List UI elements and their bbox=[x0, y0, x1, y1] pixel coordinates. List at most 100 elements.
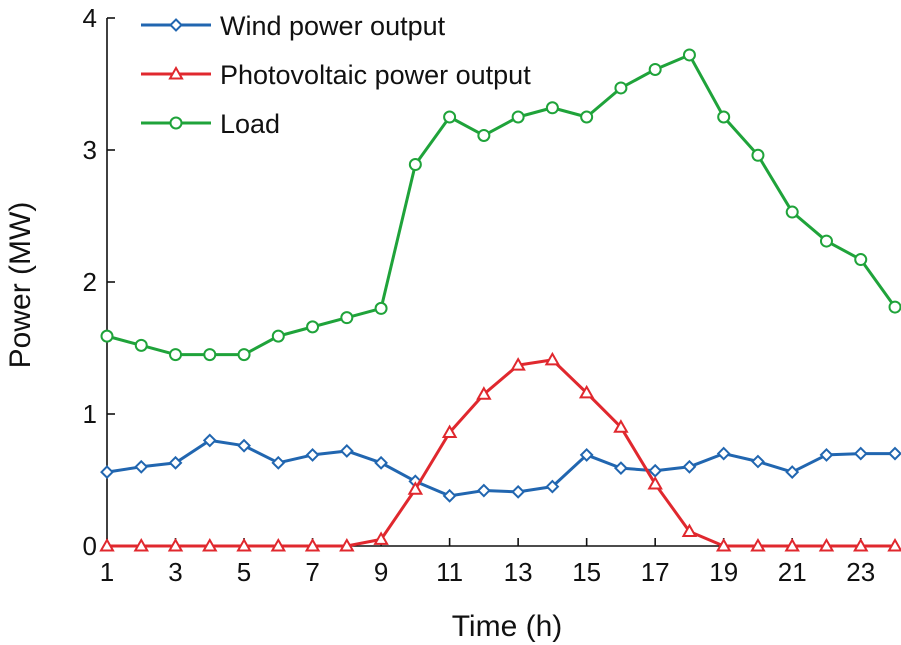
data-point bbox=[716, 446, 731, 461]
data-point bbox=[785, 465, 800, 479]
data-point bbox=[545, 101, 559, 115]
data-point bbox=[544, 351, 561, 366]
data-point bbox=[202, 433, 217, 448]
x-tick-label: 13 bbox=[504, 557, 533, 587]
data-point bbox=[750, 537, 766, 552]
y-axis-title: Power (MW) bbox=[4, 202, 37, 369]
data-point bbox=[271, 455, 286, 470]
data-point bbox=[510, 357, 526, 371]
data-point bbox=[717, 110, 731, 124]
legend-marker bbox=[168, 65, 184, 80]
x-tick-label: 21 bbox=[778, 557, 807, 587]
data-point bbox=[339, 537, 355, 552]
series-group bbox=[99, 48, 901, 552]
legend-item: Load bbox=[141, 109, 280, 139]
legend-label: Photovoltaic power output bbox=[220, 60, 531, 90]
data-point bbox=[169, 348, 183, 362]
data-point bbox=[237, 348, 251, 362]
data-point bbox=[305, 448, 320, 462]
x-tick-label: 17 bbox=[641, 557, 670, 587]
series-line bbox=[107, 358, 895, 548]
data-point bbox=[168, 455, 183, 470]
x-tick-label: 3 bbox=[168, 557, 182, 587]
legend: Wind power output Photovoltaic power outp… bbox=[141, 11, 531, 139]
data-point bbox=[99, 537, 115, 552]
data-point bbox=[819, 448, 834, 462]
data-point bbox=[477, 128, 491, 142]
data-point bbox=[374, 455, 389, 470]
data-point bbox=[373, 531, 389, 545]
x-tick-label: 5 bbox=[237, 557, 251, 587]
series-diamond bbox=[100, 433, 901, 503]
data-point bbox=[647, 475, 663, 490]
y-tick-label: 1 bbox=[83, 399, 97, 429]
data-point bbox=[203, 348, 217, 362]
data-point bbox=[442, 488, 457, 503]
data-point bbox=[271, 329, 285, 343]
data-point bbox=[785, 205, 799, 219]
x-tick-label: 1 bbox=[100, 557, 114, 587]
data-point bbox=[339, 444, 354, 458]
data-point bbox=[134, 459, 149, 474]
data-point bbox=[270, 537, 287, 552]
data-point bbox=[304, 537, 321, 552]
data-point bbox=[408, 158, 422, 172]
data-point bbox=[340, 311, 354, 325]
series-line bbox=[106, 53, 897, 357]
data-point bbox=[648, 463, 663, 478]
series-triangle bbox=[99, 351, 901, 552]
series-circle bbox=[100, 48, 901, 362]
data-point bbox=[100, 465, 114, 479]
data-point bbox=[407, 481, 424, 495]
data-point bbox=[306, 320, 320, 334]
data-point bbox=[100, 329, 114, 343]
data-point bbox=[578, 384, 595, 399]
data-point bbox=[648, 62, 662, 76]
data-point bbox=[133, 537, 149, 552]
legend-item: Photovoltaic power output bbox=[141, 60, 531, 90]
data-point bbox=[853, 446, 868, 461]
data-point bbox=[682, 48, 696, 62]
data-point bbox=[784, 537, 800, 552]
data-point bbox=[580, 110, 594, 124]
data-point bbox=[681, 523, 698, 537]
x-tick-label: 15 bbox=[572, 557, 601, 587]
x-tick-label: 11 bbox=[436, 557, 463, 587]
data-point bbox=[854, 253, 868, 267]
data-point bbox=[545, 479, 560, 494]
x-tick-label: 23 bbox=[846, 557, 875, 587]
legend-item: Wind power output bbox=[141, 11, 446, 41]
y-tick-label: 2 bbox=[83, 267, 97, 297]
data-point bbox=[511, 110, 525, 124]
data-point bbox=[888, 446, 901, 461]
data-point bbox=[751, 148, 765, 162]
x-tick-label: 9 bbox=[374, 557, 388, 587]
data-point bbox=[818, 537, 835, 552]
y-tick-label: 4 bbox=[83, 3, 97, 33]
legend-marker bbox=[169, 116, 183, 130]
data-point bbox=[374, 301, 388, 315]
data-point bbox=[751, 454, 765, 469]
data-point bbox=[613, 419, 629, 433]
data-point bbox=[682, 459, 697, 474]
data-point bbox=[887, 537, 901, 552]
data-point bbox=[167, 537, 184, 552]
data-point bbox=[237, 438, 251, 453]
data-point bbox=[853, 537, 869, 552]
data-point bbox=[715, 537, 732, 552]
y-tick-label: 0 bbox=[83, 531, 97, 561]
data-point bbox=[579, 448, 594, 462]
data-point bbox=[134, 338, 148, 352]
x-tick-label: 19 bbox=[709, 557, 738, 587]
data-point bbox=[476, 483, 491, 498]
data-point bbox=[476, 386, 492, 400]
data-point bbox=[614, 81, 628, 95]
data-point bbox=[443, 110, 457, 124]
data-point bbox=[511, 484, 526, 499]
data-point bbox=[441, 424, 458, 438]
data-point bbox=[888, 300, 901, 314]
x-tick-label: 7 bbox=[305, 557, 319, 587]
legend-label: Load bbox=[220, 109, 280, 139]
